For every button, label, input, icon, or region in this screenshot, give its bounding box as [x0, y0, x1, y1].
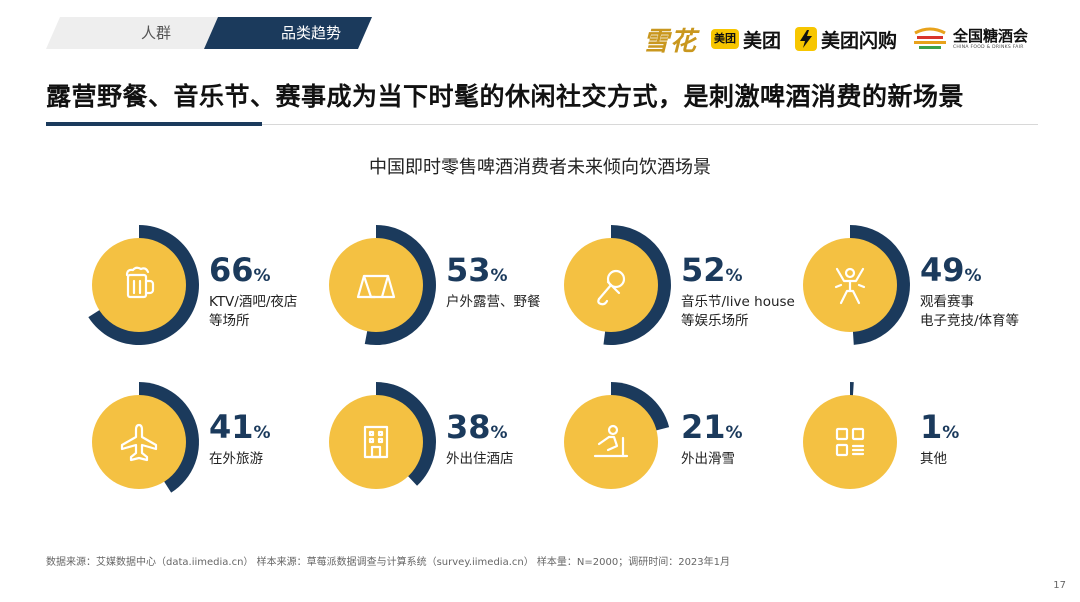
value-number: 53: [446, 251, 491, 289]
scenario-label-8: 其他: [920, 451, 947, 467]
partner-logos: 雪花 美团 美团 美团闪购 全国糖酒会 CHINA FOOD & DRINKS …: [629, 21, 1028, 58]
beer-mug-icon: [125, 266, 155, 299]
headline-divider: [46, 124, 1038, 125]
snow-beer-wordmark: 雪花: [642, 26, 697, 57]
scenario-value-3: 52%: [681, 252, 743, 288]
meituan-flash-logo: 美团闪购: [794, 26, 897, 53]
value-unit: %: [725, 266, 743, 286]
scenario-label-1: KTV/酒吧/夜店 等场所: [209, 294, 298, 329]
value-number: 21: [681, 408, 726, 446]
value-number: 1: [920, 408, 943, 446]
scenario-value-2: 53%: [446, 252, 508, 288]
skier-icon: [593, 424, 629, 458]
grid-icon: [835, 427, 865, 457]
headline-accent-bar: [46, 122, 262, 126]
cheering-person-icon: [834, 267, 866, 305]
scenario-label-2: 户外露营、野餐: [446, 294, 541, 310]
value-unit: %: [253, 423, 271, 443]
microphone-icon: [597, 269, 626, 306]
value-number: 52: [681, 251, 726, 289]
scenario-value-5: 41%: [209, 409, 271, 445]
scenario-label-6: 外出住酒店: [446, 451, 514, 467]
meituan-logo: 美团 美团: [710, 26, 781, 53]
scenario-value-1: 66%: [209, 252, 271, 288]
scenario-label-4: 观看赛事 电子竞技/体育等: [920, 294, 1020, 329]
scenario-value-7: 21%: [681, 409, 743, 445]
value-unit: %: [725, 423, 743, 443]
airplane-icon: [120, 423, 158, 462]
value-unit: %: [964, 266, 982, 286]
donut-center-2: [329, 238, 423, 332]
meituan-flash-wordmark: 美团闪购: [820, 29, 897, 52]
hotel-icon: [363, 425, 389, 459]
value-unit: %: [490, 423, 508, 443]
page-headline: 露营野餐、音乐节、赛事成为当下时髦的休闲社交方式，是刺激啤酒消费的新场景: [46, 82, 965, 111]
donut-center-6: [329, 395, 423, 489]
china-food-drinks-fair-logo: 全国糖酒会 CHINA FOOD & DRINKS FAIR: [911, 27, 1028, 51]
donut-center-8: [803, 395, 897, 489]
scenario-label-5: 在外旅游: [209, 451, 263, 467]
scenario-value-4: 49%: [920, 252, 982, 288]
data-source-note: 数据来源：艾媒数据中心（data.iimedia.cn） 样本来源：草莓派数据调…: [46, 557, 731, 568]
fair-name-cn: 全国糖酒会: [952, 26, 1028, 45]
fair-emblem-icon: [913, 27, 946, 49]
value-unit: %: [942, 423, 960, 443]
snow-beer-logo: 雪花: [643, 21, 697, 58]
meituan-badge: 美团: [710, 29, 739, 49]
tab-people[interactable]: 人群: [141, 24, 172, 42]
tent-icon: [356, 274, 396, 299]
value-unit: %: [490, 266, 508, 286]
value-number: 49: [920, 251, 965, 289]
tab-bar-background: [46, 17, 372, 49]
value-unit: %: [253, 266, 271, 286]
donut-center-5: [92, 395, 186, 489]
scenario-label-7: 外出滑雪: [681, 451, 735, 467]
meituan-wordmark: 美团: [742, 29, 781, 52]
donut-center-7: [564, 395, 658, 489]
value-number: 66: [209, 251, 254, 289]
tab-bar: 人群 品类趋势: [46, 17, 372, 49]
value-number: 38: [446, 408, 491, 446]
chart-title: 中国即时零售啤酒消费者未来倾向饮酒场景: [369, 157, 711, 178]
scenario-value-8: 1%: [920, 409, 959, 445]
fair-name-en: CHINA FOOD & DRINKS FAIR: [952, 44, 1024, 50]
lightning-bolt-icon: [794, 27, 817, 51]
scenario-label-3: 音乐节/live house 等娱乐场所: [681, 294, 795, 329]
page-number: 17: [1053, 580, 1066, 591]
scenario-value-6: 38%: [446, 409, 508, 445]
tab-category-trend[interactable]: 品类趋势: [281, 24, 342, 42]
value-number: 41: [209, 408, 254, 446]
